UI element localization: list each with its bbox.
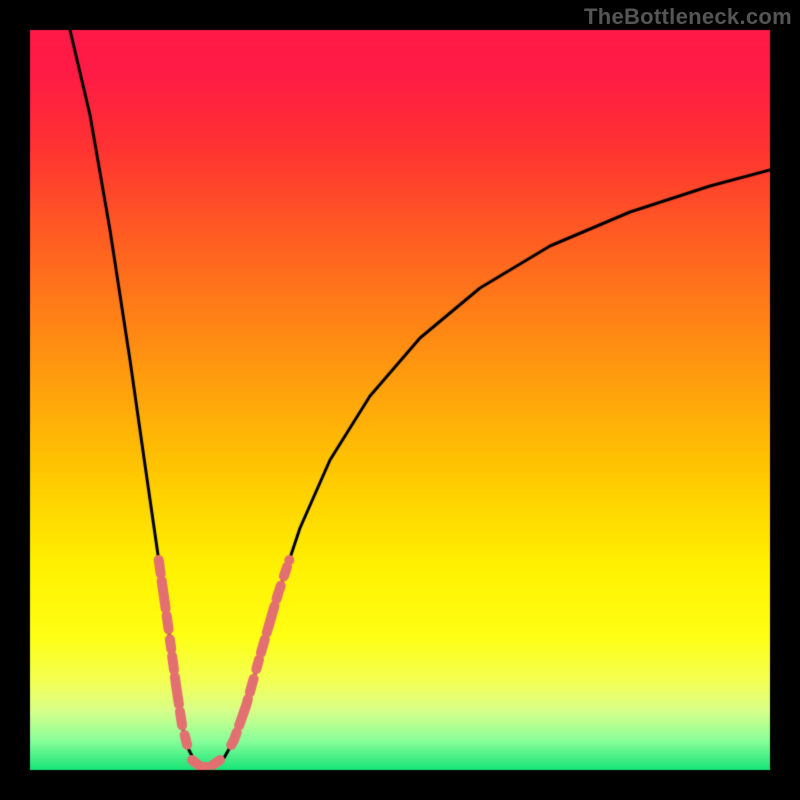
bottleneck-chart-canvas	[0, 0, 800, 800]
watermark-text: TheBottleneck.com	[584, 4, 792, 30]
